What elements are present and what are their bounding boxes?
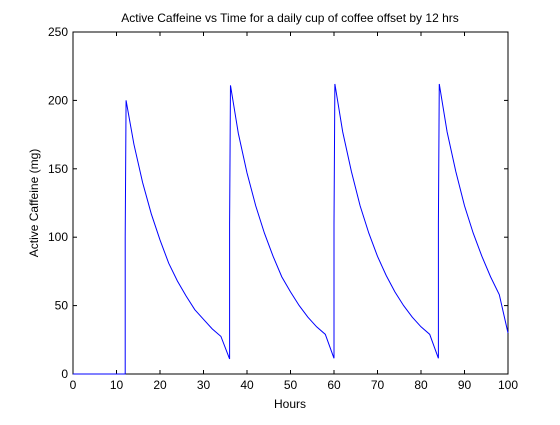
x-tick-label: 0 — [70, 378, 77, 392]
x-tick-label: 60 — [327, 378, 341, 392]
y-tick-label: 0 — [61, 367, 68, 381]
x-axis-label: Hours — [274, 397, 306, 411]
x-tick-label: 90 — [458, 378, 472, 392]
x-tick-label: 100 — [498, 378, 518, 392]
y-tick-label: 250 — [48, 25, 68, 39]
plot-area — [73, 32, 508, 374]
x-tick-label: 70 — [371, 378, 385, 392]
x-tick-label: 10 — [110, 378, 124, 392]
x-tick-label: 20 — [153, 378, 167, 392]
x-tick-label: 50 — [284, 378, 298, 392]
x-tick-label: 80 — [414, 378, 428, 392]
y-tick-label: 100 — [48, 230, 68, 244]
y-axis-label: Active Caffeine (mg) — [27, 149, 41, 258]
chart-title: Active Caffeine vs Time for a daily cup … — [121, 11, 459, 25]
x-tick-label: 30 — [197, 378, 211, 392]
y-tick-label: 50 — [55, 299, 69, 313]
x-tick-label: 40 — [240, 378, 254, 392]
y-tick-label: 200 — [48, 93, 68, 107]
y-tick-label: 150 — [48, 162, 68, 176]
